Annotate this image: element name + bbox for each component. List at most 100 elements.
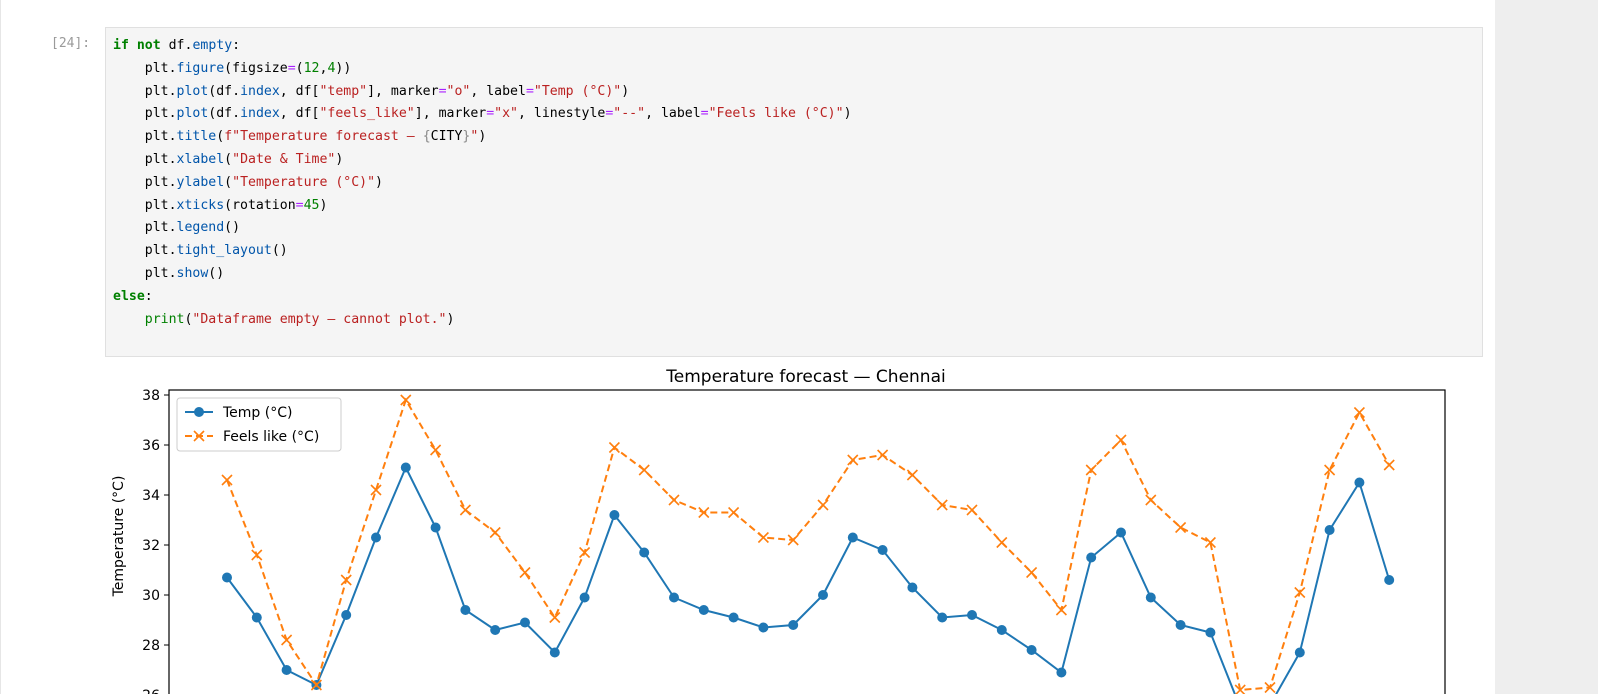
code-token: ( [224,151,233,167]
temp-point [877,545,888,555]
temp-point [609,510,620,520]
code-token: " [470,129,479,145]
code-line[interactable]: plt.plot(df.index, df["feels_like"], mar… [113,103,852,126]
marker-stroke [757,531,769,544]
feels-like-point [519,566,531,579]
code-token [113,312,145,327]
feels-like-point [996,536,1008,549]
temp-point [549,647,560,658]
code-token: ) [319,197,328,213]
code-token: plt. [113,220,177,236]
code-token: ) [375,174,383,190]
code-token: = [605,106,614,122]
code-line[interactable]: plt.legend() [113,217,852,240]
feels-like-point [549,611,561,624]
legend-entry: Temp (°C) [185,405,292,421]
code-token: index [240,83,280,99]
feels-like-point [1145,494,1157,506]
feels-like-point [1055,604,1067,616]
code-token: ( [224,174,233,190]
feels-like-point [757,531,769,544]
code-line[interactable]: plt.show() [113,263,852,286]
marker-stroke [847,454,859,466]
marker-stroke [310,679,322,691]
marker-stroke [1235,684,1246,694]
code-token: : [232,38,241,53]
feels-like-point [281,634,293,646]
code-token: , label [470,83,526,99]
code-line[interactable]: plt.figure(figsize=(12,4)) [113,58,852,81]
marker-stroke [1055,604,1067,616]
code-token: "--" [613,106,646,122]
marker-stroke [906,469,918,481]
feels-like-point [1085,464,1097,476]
code-token: "o" [446,83,471,99]
code-token: "Date & Time" [232,151,336,167]
code-token: plt. [113,151,177,167]
temp-point [1175,620,1186,630]
code-token: plt. [113,265,177,281]
code-token: "temp" [319,83,368,99]
marker-stroke [489,526,501,539]
temp-point [490,625,501,635]
code-line[interactable]: plt.title(f"Temperature forecast — {CITY… [113,126,852,149]
code-token: = [525,83,534,99]
code-line[interactable]: plt.plot(df.index, df["temp"], marker="o… [113,81,852,104]
code-token: plt. [113,83,177,99]
code-token: (rotation [224,197,296,213]
feels-like-point [340,574,352,586]
code-token: , df[ [279,106,320,122]
code-line[interactable]: if not df.empty: [113,35,852,58]
code-token: not [136,38,161,53]
feels-like-point [1264,681,1276,694]
code-token [129,38,137,53]
code-token: xticks [176,197,225,213]
code-token: ], marker [414,106,487,122]
code-token: = [700,106,709,122]
feels-like-point [1026,566,1038,579]
code-token: print [144,311,185,327]
code-line[interactable]: plt.ylabel("Temperature (°C)") [113,172,852,195]
code-token: = [287,60,296,76]
marker-stroke [579,546,591,559]
code-token: plt. [113,197,177,213]
feels-like-point [310,679,322,691]
code-token: 4 [327,60,336,76]
temp-point [1086,552,1097,563]
marker-stroke [340,574,352,586]
feels-like-point [1204,536,1216,549]
code-token: tight_layout [176,243,272,259]
marker-stroke [1175,521,1187,534]
y-tick-label: 30 [142,588,160,604]
feels-like-point [430,444,442,456]
code-token: ) [478,129,487,145]
marker-stroke [370,484,382,496]
temp-point [758,622,769,633]
code-token: show [176,265,209,281]
y-tick-label: 34 [142,488,160,504]
marker-stroke [1264,681,1276,694]
temp-point [1145,592,1156,603]
cell-output-area: Temperature forecast — Chennai Temperatu… [105,362,1485,694]
temp-point [1205,627,1216,638]
temp-point [788,620,799,630]
code-cell-editor[interactable]: if not df.empty: plt.figure(figsize=(12,… [105,27,1483,357]
code-line[interactable]: plt.tight_layout() [113,240,852,263]
temp-point [400,462,411,473]
code-line[interactable]: plt.xticks(rotation=45) [113,195,852,218]
code-line[interactable]: plt.xlabel("Date & Time") [113,149,852,172]
feels-like-point [251,549,263,561]
code-line[interactable]: else: [113,286,852,309]
temp-point [967,610,977,620]
code-token: ( [295,60,304,76]
code-line[interactable]: print("Dataframe empty — cannot plot.") [113,309,852,332]
code-token: ], marker [367,83,439,99]
marker-stroke [1026,566,1038,579]
code-block[interactable]: if not df.empty: plt.figure(figsize=(12,… [113,35,852,331]
temp-point [907,582,918,593]
code-token: 12 [303,60,320,76]
code-token: legend [176,220,225,236]
temp-point [1354,477,1365,488]
code-token: , df[ [279,83,320,99]
marker-stroke [638,464,650,476]
